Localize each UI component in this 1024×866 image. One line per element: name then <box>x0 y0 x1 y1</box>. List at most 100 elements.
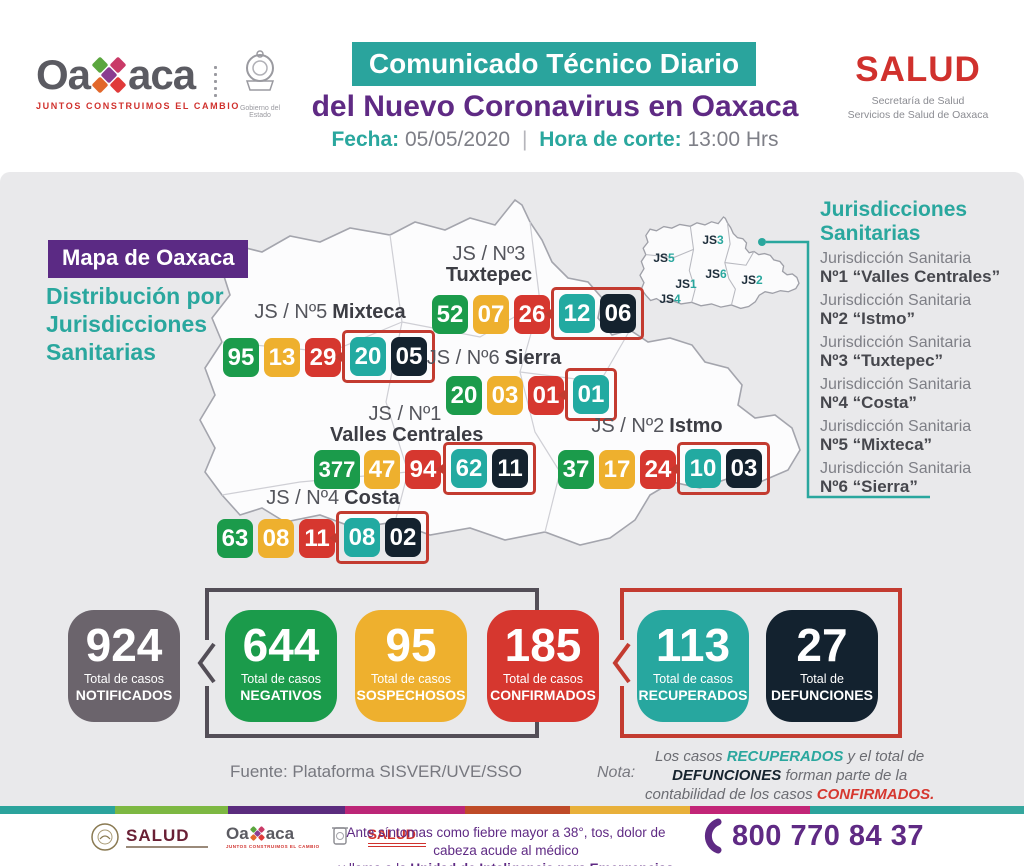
footer-oaxaca-logo: Oa aca JUNTOS CONSTRUIMOS EL CAMBIO <box>226 824 320 849</box>
footer-phone: 800 770 84 37 <box>700 818 924 854</box>
oaxaca-logo-text-right: aca <box>128 51 196 98</box>
badge-defunciones: 05 <box>391 337 427 376</box>
header: Oa aca JUNTOS CONSTRUIMOS EL CAMBIO <box>0 0 1024 172</box>
badge-defunciones: 06 <box>600 294 636 333</box>
oaxaca-logo-tagline: JUNTOS CONSTRUIMOS EL CAMBIO <box>36 101 240 111</box>
state-seal-icon <box>331 827 348 845</box>
recovered-deaths-box: 20 05 <box>335 330 435 383</box>
stat-card-confirmados: 185 Total de casos CONFIRMADOS <box>487 610 599 722</box>
federal-seal-icon <box>91 823 119 851</box>
stat-card-notificados: 924 Total de casos NOTIFICADOS <box>68 610 180 722</box>
salud-sub-line1: Secretaría de Salud <box>871 95 965 107</box>
stat-card-sospechosos: 95 Total de casos SOSPECHOSOS <box>355 610 467 722</box>
group-pointer-icon <box>195 640 217 686</box>
federal-salud-rule <box>126 845 208 848</box>
salud-logo: SALUD Secretaría de Salud Servicios de S… <box>828 52 1008 122</box>
oaxaca-logo-x-icon <box>249 825 265 842</box>
region-label: JS / Nº5 Mixteca <box>254 301 406 323</box>
source-caption: Fuente: Plataforma SISVER/UVE/SSO <box>230 762 522 781</box>
region-label: JS / Nº3 Tuxtepec <box>445 243 533 286</box>
badge-sospechosos: 17 <box>599 450 635 489</box>
oaxaca-logo-x-icon <box>91 56 127 94</box>
recovered-deaths-box: 01 <box>558 368 617 421</box>
list-item: Jurisdicción Sanitaria Nº1 “Valles Centra… <box>820 250 1001 286</box>
jurisdictions-list-title: Jurisdicciones Sanitarias <box>820 198 968 245</box>
badge-negativos: 37 <box>558 450 594 489</box>
hora-value: 13:00 Hrs <box>687 128 779 151</box>
oaxaca-logo: Oa aca JUNTOS CONSTRUIMOS EL CAMBIO <box>36 51 240 112</box>
list-item: Jurisdicción Sanitaria Nº3 “Tuxtepec” <box>820 334 972 370</box>
list-item: Jurisdicción Sanitaria Nº2 “Istmo” <box>820 292 972 328</box>
badge-defunciones: 11 <box>492 449 528 488</box>
dateline: Fecha: 05/05/2020 | Hora de corte: 13:00… <box>300 128 810 152</box>
badge-recuperados: 10 <box>685 449 721 488</box>
badge-defunciones: 02 <box>385 518 421 557</box>
box-pointer-icon <box>544 306 554 321</box>
oaxaca-logo-text-left: Oa <box>36 51 91 98</box>
badge-recuperados: 12 <box>559 294 595 333</box>
dateline-divider: | <box>521 128 528 151</box>
box-pointer-icon <box>558 387 568 402</box>
region-label: JS / Nº6 Sierra <box>426 347 562 369</box>
federal-salud-logo: SALUD <box>90 822 208 852</box>
fecha-label: Fecha: <box>331 128 400 151</box>
badge-negativos: 52 <box>432 295 468 334</box>
recovered-deaths-box: 10 03 <box>670 442 770 495</box>
jurisdictions-list: Jurisdicción Sanitaria Nº1 “Valles Centra… <box>820 250 1020 502</box>
region-label: JS / Nº1 Valles Centrales <box>330 403 484 446</box>
badge-confirmados: 94 <box>405 450 441 489</box>
logo-divider-dots <box>214 66 217 97</box>
salud-sub-line2: Servicios de Salud de Oaxaca <box>847 109 989 122</box>
stat-card-negativos: 644 Total de casos NEGATIVOS <box>225 610 337 722</box>
list-item: Jurisdicción Sanitaria Nº6 “Sierra” <box>820 460 972 496</box>
box-pointer-icon <box>329 530 339 545</box>
badge-sospechosos: 08 <box>258 519 294 558</box>
note-label: Nota: <box>597 764 636 781</box>
footer-message: Ante síntomas como fiebre mayor a 38°, t… <box>338 825 673 866</box>
badge-recuperados: 08 <box>344 518 380 557</box>
phone-handset-icon <box>704 818 722 854</box>
group-pointer-icon <box>610 640 632 686</box>
badge-sospechosos: 47 <box>364 450 400 489</box>
recovered-deaths-box: 08 02 <box>329 511 429 564</box>
note-block: Nota: Los casos RECUPERADOS y el total d… <box>597 747 937 805</box>
region-label: JS / Nº4 Costa <box>266 487 400 509</box>
badge-sospechosos: 07 <box>473 295 509 334</box>
badge-sospechosos: 03 <box>487 376 523 415</box>
state-salud-text: SALUD <box>367 826 416 842</box>
footer-color-stripe <box>0 806 1024 814</box>
box-pointer-icon <box>335 349 345 364</box>
stat-card-recuperados: 113 Total de casos RECUPERADOS <box>637 610 749 722</box>
confirmed-group-frame <box>610 588 902 738</box>
badge-negativos: 377 <box>314 450 360 489</box>
region-label: JS / Nº2 Istmo <box>591 415 723 437</box>
salud-logo-text: SALUD <box>855 50 981 89</box>
badge-recuperados: 01 <box>573 375 609 414</box>
title-banner: Comunicado Técnico Diario <box>352 42 756 86</box>
badge-defunciones: 03 <box>726 449 762 488</box>
state-salud-logo: SALUD <box>367 826 426 847</box>
state-government-seal-icon: Gobierno del Estado <box>230 48 290 119</box>
badge-recuperados: 20 <box>350 337 386 376</box>
map-title-badge: Mapa de Oaxaca <box>48 240 249 278</box>
map-subtitle: Distribución por Jurisdicciones Sanitari… <box>46 283 224 365</box>
footer-oaxaca-tagline: JUNTOS CONSTRUIMOS EL CAMBIO <box>226 844 320 849</box>
fecha-value: 05/05/2020 <box>405 128 511 151</box>
recovered-deaths-box: 62 11 <box>436 442 536 495</box>
subtitle: del Nuevo Coronavirus en Oaxaca <box>311 90 799 123</box>
footer-logos: SALUD Oa aca JUNTOS CONSTRUIMOS EL CAMBI… <box>90 822 426 852</box>
note-text: Los casos RECUPERADOS y el total de DEFU… <box>645 748 935 804</box>
seal-caption: Gobierno del Estado <box>239 105 281 119</box>
phone-number: 800 770 84 37 <box>732 819 924 852</box>
box-pointer-icon <box>670 461 680 476</box>
federal-salud-text: SALUD <box>126 825 190 845</box>
box-pointer-icon <box>436 461 446 476</box>
badge-sospechosos: 13 <box>264 338 300 377</box>
badge-negativos: 63 <box>217 519 253 558</box>
list-item: Jurisdicción Sanitaria Nº5 “Mixteca” <box>820 418 972 454</box>
list-item: Jurisdicción Sanitaria Nº4 “Costa” <box>820 376 972 412</box>
badge-negativos: 95 <box>223 338 259 377</box>
hora-label: Hora de corte: <box>539 128 682 151</box>
recovered-deaths-box: 12 06 <box>544 287 644 340</box>
